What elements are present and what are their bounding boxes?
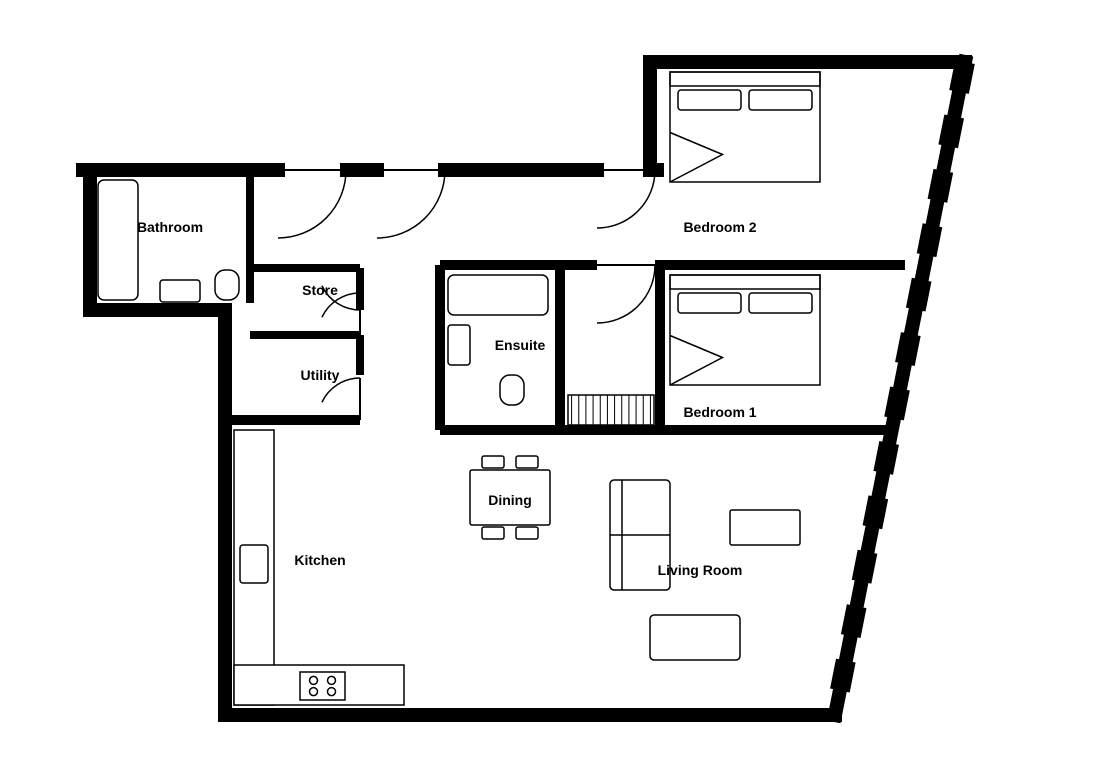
floor-plan: Bathroom Store Utility Ensuite Bedroom 1 Bedr… [0, 0, 1100, 778]
label-bathroom: Bathroom [137, 219, 203, 235]
label-kitchen: Kitchen [294, 552, 345, 568]
floor-plan-svg [0, 0, 1100, 778]
label-store: Store [302, 282, 338, 298]
label-utility: Utility [301, 367, 340, 383]
label-bedroom1: Bedroom 1 [683, 404, 756, 420]
label-livingroom: Living Room [658, 562, 743, 578]
label-ensuite: Ensuite [495, 337, 546, 353]
label-dining: Dining [488, 492, 532, 508]
label-bedroom2: Bedroom 2 [683, 219, 756, 235]
